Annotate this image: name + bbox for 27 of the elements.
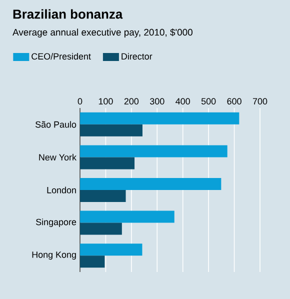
x-tick-label: 700 <box>252 98 268 104</box>
legend-label: Director <box>122 52 152 60</box>
bar <box>80 145 228 158</box>
bar <box>80 256 105 268</box>
bar <box>80 112 240 124</box>
x-tick-label: 0 <box>78 98 82 104</box>
bar <box>80 157 135 170</box>
x-tick-label: 400 <box>176 98 190 104</box>
bar <box>80 222 122 235</box>
y-tick-label: London <box>47 186 76 194</box>
x-tick-label: 600 <box>227 98 242 104</box>
x-tick-label: 100 <box>98 98 113 104</box>
bar <box>80 210 174 223</box>
y-tick-label: Singapore <box>36 218 76 227</box>
y-tick-label: Hong Kong <box>32 252 76 260</box>
x-tick-label: 300 <box>150 98 164 104</box>
bar <box>80 244 142 256</box>
bar <box>80 124 142 136</box>
bar <box>80 190 126 202</box>
chart-title: Brazilian bonanza <box>13 9 123 19</box>
chart-subtitle: Average annual executive pay, 2010, $'000 <box>12 28 192 38</box>
x-tick-label: 200 <box>124 98 139 104</box>
y-tick-label: São Paulo <box>36 121 76 128</box>
legend-label: CEO/President <box>32 52 91 60</box>
bar <box>80 178 222 190</box>
y-tick-label: New York <box>39 154 76 160</box>
x-tick-label: 500 <box>201 98 216 104</box>
